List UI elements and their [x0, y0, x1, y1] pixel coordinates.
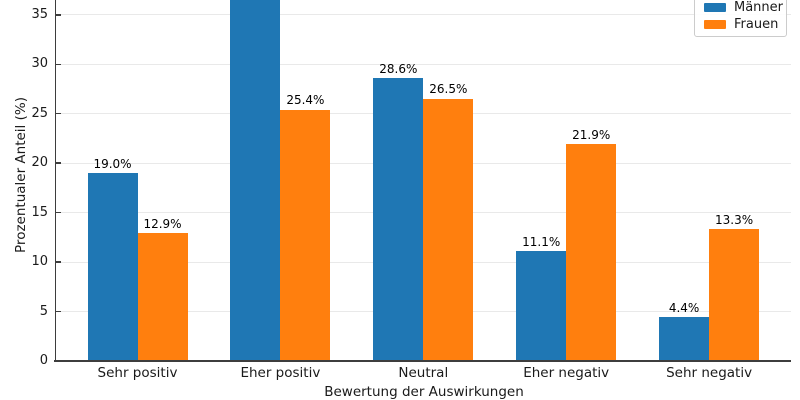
y-tick-label: 5: [39, 303, 48, 319]
y-tick-label: 15: [31, 204, 48, 220]
x-axis-spine: [54, 359, 791, 362]
bar-maenner: [659, 317, 710, 361]
legend-label: Männer: [734, 0, 784, 15]
x-tick-label: Eher positiv: [240, 364, 321, 381]
bar-frauen: [709, 229, 760, 361]
y-tick-label: 10: [31, 254, 48, 270]
legend: Männer Frauen: [694, 0, 787, 37]
x-tick-label: Sehr negativ: [666, 364, 753, 381]
x-axis-title: Bewertung der Auswirkungen: [324, 384, 524, 400]
bar-frauen: [423, 98, 474, 361]
legend-entry-maenner: Männer: [704, 0, 783, 16]
bar-maenner: [230, 0, 281, 361]
bar-value-label: 4.4%: [668, 300, 700, 315]
y-tick: [56, 112, 61, 115]
bar-value-label: 11.1%: [522, 234, 561, 249]
y-tick-label: 20: [31, 155, 48, 171]
legend-entry-frauen: Frauen: [704, 16, 778, 33]
x-tick-label: Neutral: [398, 364, 449, 381]
gridline: [56, 63, 791, 65]
y-tick: [56, 310, 61, 313]
y-tick: [56, 14, 61, 16]
y-tick: [56, 63, 61, 66]
y-axis-title: Prozentualer Anteil (%): [13, 97, 29, 253]
legend-swatch: [704, 20, 726, 29]
bar-value-label: 19.0%: [93, 156, 132, 171]
bar-maenner: [87, 173, 138, 361]
y-axis-spine: [54, 0, 56, 361]
x-tick-label: Eher negativ: [523, 364, 610, 381]
y-tick: [56, 211, 61, 214]
bar-value-label: 25.4%: [286, 93, 325, 108]
bar-value-label: 28.6%: [379, 61, 418, 76]
bar-value-label: 13.3%: [715, 212, 754, 227]
bar-frauen: [566, 144, 617, 361]
y-tick-label: 0: [39, 353, 48, 368]
bar-maenner: [373, 78, 424, 361]
legend-label: Frauen: [734, 16, 779, 32]
gridline: [56, 14, 791, 16]
bar-value-label: 21.9%: [572, 127, 611, 142]
bar-frauen: [280, 109, 331, 361]
x-tick-label: Sehr positiv: [97, 364, 178, 381]
y-tick-label: 25: [31, 105, 48, 121]
y-tick-label: 30: [31, 56, 48, 72]
y-tick: [56, 162, 61, 164]
y-tick-label: 35: [31, 6, 48, 22]
bar-frauen: [137, 233, 188, 361]
bar-maenner: [516, 251, 567, 361]
legend-swatch: [704, 3, 726, 12]
bar-value-label: 26.5%: [429, 82, 468, 97]
y-tick: [56, 261, 61, 263]
bar-value-label: 12.9%: [143, 216, 182, 231]
